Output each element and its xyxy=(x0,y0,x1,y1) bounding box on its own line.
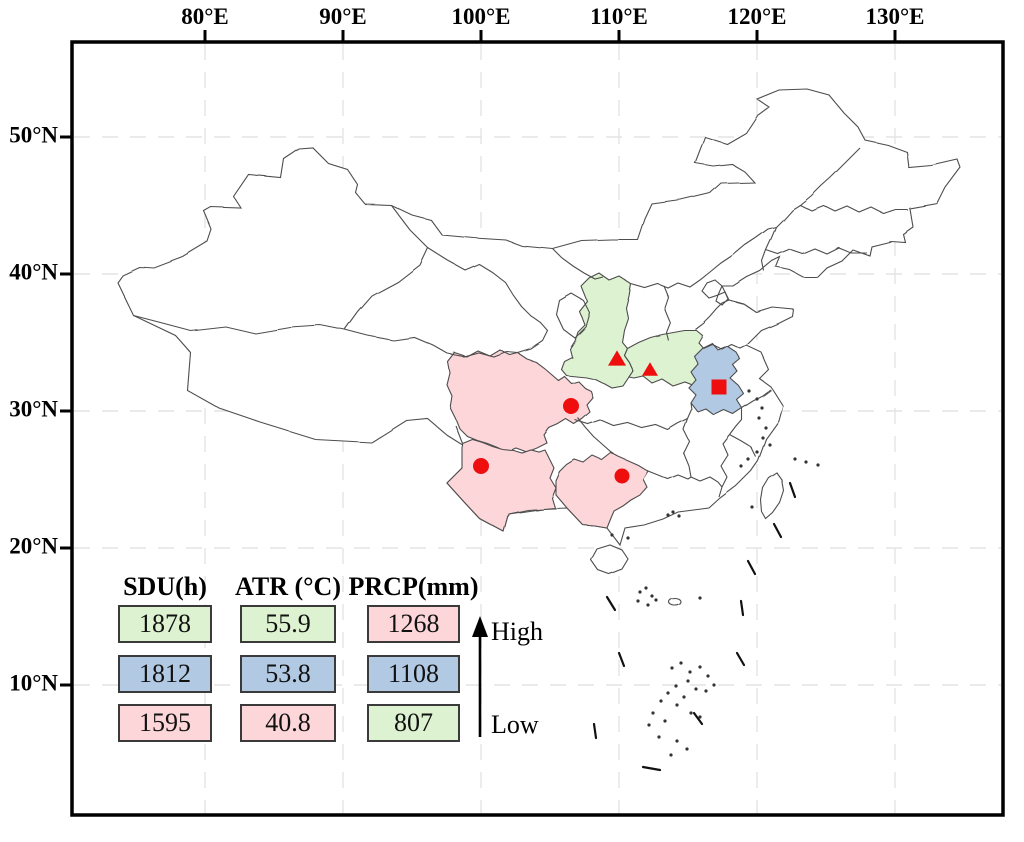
legend-scale-arrow xyxy=(472,616,488,737)
islet-dot xyxy=(674,684,678,688)
china-map xyxy=(116,88,962,607)
axis-label-20n: 20°N xyxy=(9,533,58,559)
axis-label-80e: 80°E xyxy=(181,4,229,29)
islet-dot xyxy=(666,513,670,517)
islet-dot xyxy=(761,436,765,440)
islet-dot xyxy=(750,505,754,509)
islet-dot xyxy=(804,460,808,464)
islet-dot xyxy=(657,735,661,739)
taiwan-island xyxy=(760,472,785,520)
islet-dot xyxy=(677,514,681,518)
legend-value-sduh-1595: 1595 xyxy=(118,704,212,742)
legend-value-prcpmm-807: 807 xyxy=(367,704,460,742)
islet-dot xyxy=(679,661,683,665)
axis-label-30n: 30°N xyxy=(9,396,58,422)
islet-dot xyxy=(650,594,654,598)
legend-value-sduh-1878: 1878 xyxy=(118,605,212,643)
axis-label-50n: 50°N xyxy=(9,122,58,148)
islet-dot xyxy=(646,603,650,607)
islet-dot xyxy=(651,711,655,715)
legend-header-sduh: SDU(h) xyxy=(123,572,207,601)
islet-dot xyxy=(610,533,614,537)
province-anhui xyxy=(688,342,745,416)
islet-dot xyxy=(688,670,692,674)
islet-dot xyxy=(663,719,667,723)
islet-dot xyxy=(698,665,702,669)
axis-label-110e: 110°E xyxy=(590,4,648,29)
islet-dot xyxy=(689,711,693,715)
islet-dot xyxy=(764,426,768,430)
axis-label-10n: 10°N xyxy=(9,670,58,696)
station-markers xyxy=(473,350,727,484)
islet-dot xyxy=(671,510,675,514)
islet-dot xyxy=(686,679,690,683)
islet-dot xyxy=(647,723,651,727)
islet-dot xyxy=(712,683,716,687)
marker-circle-southwest xyxy=(473,458,489,474)
islet-dot xyxy=(755,450,759,454)
islet-dot xyxy=(739,464,743,468)
islet-dot xyxy=(747,389,751,393)
islet-dot xyxy=(698,715,702,719)
islet-dot xyxy=(755,397,759,401)
plot-frame xyxy=(70,40,1005,817)
legend-header-atrc: ATR (°C) xyxy=(235,572,341,601)
small-islands xyxy=(610,389,820,757)
islet-dot xyxy=(682,695,686,699)
islet-dot xyxy=(757,416,761,420)
province-boundaries xyxy=(132,147,908,498)
marker-triangle-west xyxy=(608,350,626,366)
axis-label-90e: 90°E xyxy=(319,4,367,29)
province-yunnan xyxy=(446,438,557,533)
legend-header-prcpmm: PRCP(mm) xyxy=(348,572,479,601)
axis-label-130e: 130°E xyxy=(865,4,925,29)
islet-dot xyxy=(654,598,658,602)
islet-dot xyxy=(666,691,670,695)
islet-dot xyxy=(638,590,642,594)
islet-dot xyxy=(793,457,797,461)
islet-dot xyxy=(659,699,663,703)
islet-dot xyxy=(698,596,702,600)
islet-dot xyxy=(816,463,820,467)
nine-dash-line xyxy=(592,481,797,772)
islet-dot xyxy=(636,599,640,603)
marker-circle-south xyxy=(614,468,630,484)
islet-dot xyxy=(669,753,673,757)
islet-dot xyxy=(746,457,750,461)
scale-low-label: Low xyxy=(491,710,539,739)
axis-label-40n: 40°N xyxy=(9,259,58,285)
axis-ticks xyxy=(60,30,897,687)
legend-value-atrc-55_9: 55.9 xyxy=(240,605,336,643)
legend-value-prcpmm-1268: 1268 xyxy=(367,605,460,643)
islet-dot xyxy=(694,687,698,691)
axis-label-120e: 120°E xyxy=(727,4,787,29)
islet-dot xyxy=(675,739,679,743)
legend-value-prcpmm-1108: 1108 xyxy=(367,655,460,693)
islet-dot xyxy=(706,674,710,678)
legend-value-atrc-40_8: 40.8 xyxy=(240,704,336,742)
hainan-island xyxy=(590,544,629,575)
paracel-atoll xyxy=(668,597,682,607)
islet-dot xyxy=(760,406,764,410)
legend-value-atrc-53_8: 53.8 xyxy=(240,655,336,693)
sea-features xyxy=(592,389,820,772)
islet-dot xyxy=(670,666,674,670)
islet-dot xyxy=(675,703,679,707)
marker-triangle-east xyxy=(642,362,658,376)
marker-circle-north xyxy=(563,398,579,414)
islet-dot xyxy=(704,689,708,693)
islet-dot xyxy=(644,586,648,590)
islet-dot xyxy=(626,536,630,540)
islet-dot xyxy=(768,443,772,447)
legend-value-sduh-1812: 1812 xyxy=(118,655,212,693)
marker-square xyxy=(711,379,727,395)
islet-dot xyxy=(685,747,689,751)
axis-label-100e: 100°E xyxy=(451,4,511,29)
scale-high-label: High xyxy=(491,617,543,646)
